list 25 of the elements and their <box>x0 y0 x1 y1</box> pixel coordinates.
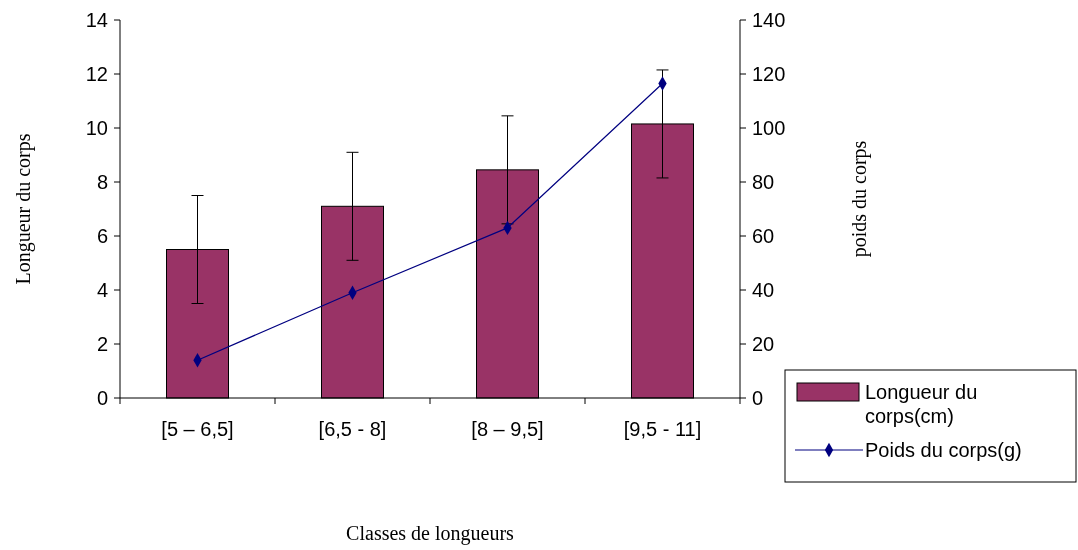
y-tick-label: 8 <box>96 171 108 193</box>
y2-tick-label: 80 <box>752 171 775 193</box>
y2-tick-label: 60 <box>752 225 775 247</box>
y-tick-label: 0 <box>96 387 108 409</box>
y-tick-label: 4 <box>96 279 108 301</box>
y2-tick-label: 100 <box>752 117 786 139</box>
y-tick-label: 10 <box>85 117 108 139</box>
x-tick-label: [6,5 - 8] <box>318 418 387 440</box>
y2-axis-title: poids du corps <box>848 140 871 258</box>
y-tick-label: 14 <box>85 9 108 31</box>
x-axis-title: Classes de longueurs <box>346 522 515 545</box>
y2-tick-label: 140 <box>752 9 786 31</box>
x-tick-label: [8 – 9,5] <box>471 418 544 440</box>
x-tick-label: [9,5 - 11] <box>623 418 702 440</box>
y2-tick-label: 40 <box>752 279 775 301</box>
y2-tick-label: 0 <box>752 387 764 409</box>
y-tick-label: 12 <box>85 63 108 85</box>
legend-label: Poids du corps(g) <box>865 439 1022 461</box>
y-axis-title: Longueur du corps <box>12 133 35 285</box>
y2-tick-label: 20 <box>752 333 775 355</box>
y2-tick-label: 120 <box>752 63 786 85</box>
y-tick-label: 6 <box>96 225 108 247</box>
y-tick-label: 2 <box>96 333 108 355</box>
legend-label: Longueur du corps(cm) <box>865 381 978 427</box>
x-tick-label: [5 – 6,5] <box>161 418 234 440</box>
